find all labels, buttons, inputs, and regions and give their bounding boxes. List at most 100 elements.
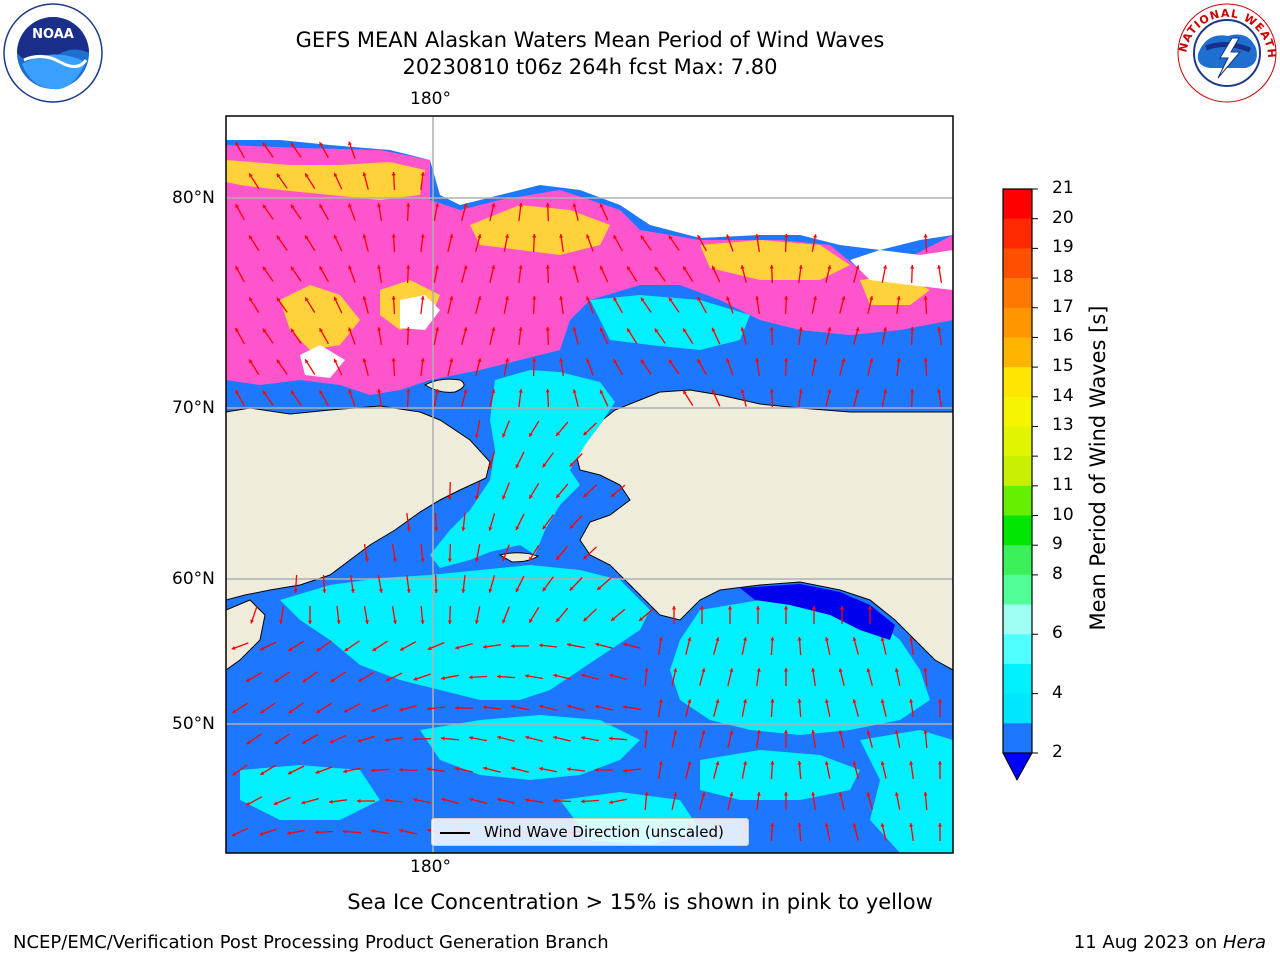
colorbar-label: Mean Period of Wind Waves [s]	[1086, 305, 1110, 631]
colorbar-tick-label: 4	[1052, 682, 1063, 703]
wave-arrow-head	[770, 823, 775, 827]
wave-arrow-head	[726, 296, 731, 301]
wave-arrow-head	[769, 389, 774, 393]
wave-arrow-head	[392, 620, 397, 624]
wave-arrow-head	[235, 266, 240, 271]
wave-arrow-head	[613, 297, 618, 302]
wave-arrow-head	[319, 390, 324, 395]
wave-arrow-head	[315, 830, 319, 835]
wave-arrow-head	[880, 761, 885, 766]
wave-arrow-head	[518, 265, 523, 269]
wave-arrow-head	[559, 296, 564, 300]
wave-arrow-head	[572, 327, 577, 332]
wave-arrow-head	[769, 327, 774, 331]
legend-line-icon	[440, 832, 470, 834]
wave-arrow-head	[740, 265, 745, 270]
wave-arrow-head	[640, 235, 645, 240]
wave-arrow-head	[532, 358, 537, 362]
colorbar-box	[1003, 278, 1032, 309]
wave-arrow-head	[923, 792, 928, 796]
wave-arrow-head	[274, 678, 279, 682]
wave-arrow-head	[542, 463, 547, 468]
wave-arrow-head	[413, 737, 417, 742]
wave-arrow-head	[673, 668, 678, 672]
wave-arrow-head	[301, 800, 306, 805]
wave-arrow-head	[783, 606, 789, 610]
wave-arrow-head	[556, 431, 560, 436]
wave-arrow-head	[559, 234, 564, 238]
wave-arrow-head	[770, 699, 775, 703]
land-st-lawrence	[498, 552, 540, 563]
wave-arrow-head	[923, 358, 928, 362]
wave-arrow-head	[866, 792, 871, 797]
wave-arrow-head	[488, 526, 493, 531]
wave-arrow-head	[783, 730, 788, 734]
wave-arrow-head	[474, 434, 479, 438]
wave-arrow-head	[372, 647, 377, 651]
wave-arrow-head	[937, 699, 942, 703]
wave-arrow-head	[435, 265, 440, 269]
wave-arrow-head	[362, 234, 367, 239]
wave-arrow-head	[511, 644, 515, 649]
wave-arrow-head	[599, 389, 604, 394]
wave-arrow-head	[434, 589, 439, 593]
wave-arrow-head	[441, 676, 445, 681]
wave-arrow-head	[627, 266, 631, 271]
wave-arrow-head	[784, 234, 789, 238]
wave-arrow-head	[290, 204, 295, 209]
wave-arrow-head	[711, 327, 716, 332]
wave-arrow-head	[841, 358, 846, 363]
wave-arrow-head	[797, 637, 802, 641]
wave-arrow-head	[597, 586, 602, 590]
wave-arrow-head	[364, 558, 369, 562]
wave-arrow-head	[866, 730, 871, 735]
colorbar-tick-label: 9	[1052, 534, 1063, 555]
wave-arrow-head	[923, 296, 928, 300]
wave-arrow-head	[539, 704, 544, 709]
wave-arrow-head	[542, 525, 547, 530]
wave-arrow-head	[377, 327, 382, 331]
wave-arrow-head	[483, 766, 488, 771]
wave-arrow-head	[811, 792, 816, 796]
wave-arrow-head	[290, 390, 295, 395]
colorbar-box	[1003, 426, 1032, 457]
wave-arrow-head	[909, 761, 914, 765]
wave-arrow-head	[483, 705, 487, 710]
lat-label-50: 50°N	[172, 714, 215, 734]
wave-arrow-head	[406, 527, 411, 531]
wave-arrow-head	[319, 328, 324, 333]
colorbar	[1002, 188, 1038, 782]
colorbar-box	[1003, 307, 1032, 338]
wave-arrow-head	[784, 296, 789, 300]
wave-arrow-head	[469, 736, 473, 740]
wave-arrow-head	[783, 668, 788, 672]
wave-arrow-head	[841, 296, 846, 301]
wave-arrow-head	[515, 464, 520, 469]
wave-arrow-head	[488, 588, 493, 593]
wave-arrow-head	[232, 771, 237, 776]
wave-arrow-head	[867, 606, 873, 610]
wave-arrow-head	[813, 296, 818, 300]
wave-arrow-head	[260, 646, 264, 651]
wave-arrow-head	[447, 496, 452, 500]
wave-arrow-head	[249, 297, 253, 302]
wave-arrow-head	[623, 642, 628, 647]
wave-arrow-head	[276, 235, 281, 240]
wave-arrow-head	[319, 266, 324, 271]
wave-arrow-head	[477, 234, 482, 239]
wave-arrow-head	[569, 524, 574, 529]
wave-arrow-head	[488, 464, 493, 469]
colorbar-frame	[1002, 188, 1033, 754]
footer-date: 11 Aug 2023 on Hera	[1074, 932, 1266, 953]
wave-arrow-head	[491, 327, 496, 332]
wave-arrow-head	[583, 617, 588, 622]
wave-arrow-head	[644, 730, 649, 734]
wave-arrow-head	[371, 768, 375, 773]
wave-arrow-head	[813, 234, 818, 238]
wave-arrow-head	[406, 327, 411, 331]
wave-arrow-head	[413, 797, 417, 802]
wave-arrow-head	[441, 797, 446, 802]
wave-arrow-head	[491, 265, 496, 270]
wave-arrow-head	[502, 433, 506, 438]
